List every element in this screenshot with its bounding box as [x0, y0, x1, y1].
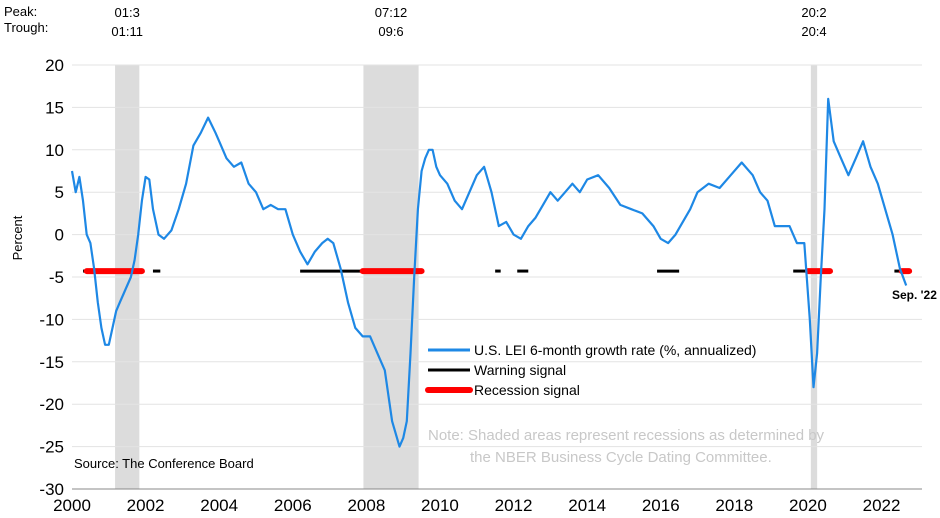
x-tick-label-7: 2014: [568, 496, 606, 515]
gridlines: [72, 64, 922, 490]
y-tick-label-9: -25: [39, 438, 64, 457]
legend-label-recession: Recession signal: [474, 382, 580, 398]
x-tick-label-6: 2012: [495, 496, 533, 515]
y-tick-label-8: -20: [39, 395, 64, 414]
note-line-1: Note: Shaded areas represent recessions …: [428, 427, 825, 444]
y-tick-label-0: 20: [45, 56, 64, 75]
x-tick-label-5: 2010: [421, 496, 459, 515]
y-tick-label-6: -10: [39, 310, 64, 329]
trough-header-label: Trough:: [4, 20, 49, 35]
x-tick-label-4: 2008: [347, 496, 385, 515]
recession-peak-label-0: 01:3: [115, 5, 140, 20]
y-tick-label-2: 10: [45, 141, 64, 160]
recession-trough-label-1: 09:6: [378, 24, 403, 39]
x-tick-label-9: 2018: [715, 496, 753, 515]
recession-trough-label-0: 01:11: [111, 24, 143, 39]
x-tick-label-2: 2004: [200, 496, 238, 515]
lei-series-line: [70, 97, 908, 448]
x-axis-ticks: 2000 2002 2004 2006 2008 2010 2012 2014 2016 2018…: [53, 488, 922, 515]
y-tick-label-1: 15: [45, 98, 64, 117]
recession-peak-label-1: 07:12: [375, 5, 408, 20]
note-line-2: the NBER Business Cycle Dating Committee…: [470, 449, 772, 466]
y-tick-label-4: 0: [55, 226, 64, 245]
x-tick-label-8: 2016: [642, 496, 680, 515]
x-tick-label-0: 2000: [53, 496, 91, 515]
x-tick-label-1: 2002: [127, 496, 165, 515]
y-tick-label-3: 5: [55, 183, 64, 202]
end-date-label: Sep. '22: [892, 288, 937, 302]
legend: U.S. LEI 6-month growth rate (%, annuali…: [425, 342, 756, 398]
source-label: Source: The Conference Board: [74, 456, 254, 471]
legend-label-warning: Warning signal: [474, 362, 566, 378]
legend-label-lei: U.S. LEI 6-month growth rate (%, annuali…: [474, 342, 756, 358]
recession-trough-label-2: 20:4: [801, 24, 826, 39]
y-tick-label-10: -30: [39, 480, 64, 499]
y-tick-label-7: -15: [39, 353, 64, 372]
y-tick-label-5: -5: [49, 268, 64, 287]
x-tick-label-11: 2022: [863, 496, 901, 515]
x-tick-label-10: 2020: [789, 496, 827, 515]
y-axis-ticks: 20 15 10 5 0 -5 -10 -15 -20 -25 -30: [39, 56, 64, 499]
y-axis-label: Percent: [10, 215, 25, 260]
peak-header-label: Peak:: [4, 4, 38, 19]
recession-peak-label-2: 20:2: [801, 5, 826, 20]
recession-date-labels: 01:3 01:11 07:12 09:6 20:2 20:4: [111, 5, 826, 39]
x-tick-label-3: 2006: [274, 496, 312, 515]
